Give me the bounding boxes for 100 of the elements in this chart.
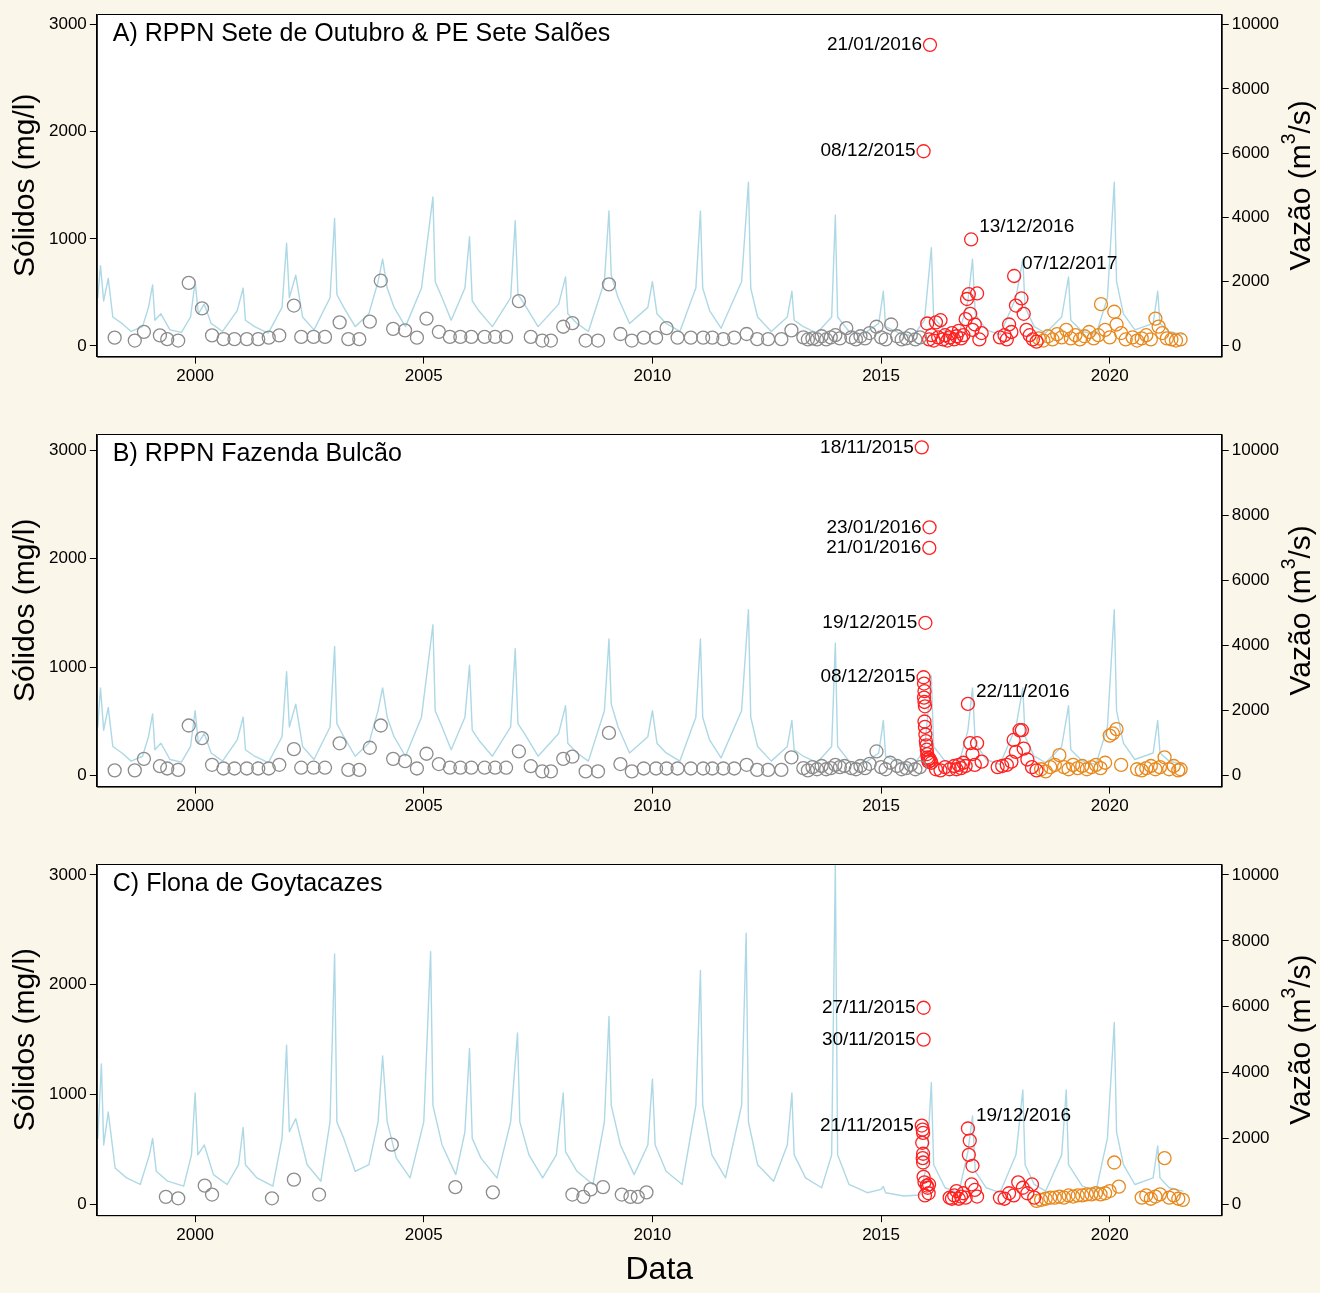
point	[1077, 329, 1092, 344]
point	[1004, 754, 1019, 769]
y2-tick-label: 0	[1231, 335, 1242, 355]
chart-title: C) Flona de Goytacazes	[112, 868, 383, 897]
point	[1125, 330, 1140, 345]
point	[1139, 761, 1154, 776]
point	[1081, 324, 1097, 340]
y2-tick-label: 6000	[1231, 996, 1270, 1016]
point	[963, 232, 979, 247]
point	[1014, 291, 1029, 306]
annotation: 21/11/2015	[820, 1113, 914, 1135]
point	[917, 699, 933, 714]
point	[1086, 331, 1101, 346]
point	[1049, 326, 1065, 342]
x-tick-label: 2020	[1090, 366, 1129, 386]
y-tick-label: 1000	[48, 228, 87, 248]
point	[956, 755, 971, 770]
y2-tick-label: 2000	[1231, 700, 1270, 720]
chart-title: B) RPPN Fazenda Bulcão	[112, 438, 402, 467]
y2-tick-label: 8000	[1231, 930, 1270, 950]
y-axis-title: Sólidos (mg/l)	[7, 947, 41, 1132]
annotation: 08/12/2015	[820, 665, 916, 687]
point	[1006, 268, 1022, 284]
point	[595, 1179, 611, 1195]
annotation: 22/11/2016	[975, 679, 1070, 701]
annotation: 21/01/2016	[826, 536, 922, 558]
point	[1063, 331, 1078, 346]
point	[1052, 747, 1067, 763]
point	[1152, 759, 1168, 775]
point	[933, 313, 948, 328]
point	[1068, 328, 1083, 343]
y-tick-label: 0	[77, 335, 87, 355]
point	[1047, 1190, 1062, 1205]
point	[1047, 757, 1062, 773]
point	[1070, 1188, 1085, 1203]
point	[917, 719, 933, 735]
point	[922, 37, 938, 52]
point	[1157, 750, 1172, 765]
point	[918, 615, 933, 630]
point	[623, 1189, 638, 1205]
point	[921, 1186, 936, 1201]
point	[1129, 333, 1145, 348]
point	[937, 759, 953, 775]
point	[1024, 1177, 1040, 1192]
point	[1059, 322, 1074, 337]
point	[974, 325, 989, 341]
point	[953, 761, 969, 776]
x-tick-label: 2015	[862, 1225, 900, 1245]
annotation: 19/12/2015	[822, 611, 918, 633]
point	[924, 328, 939, 343]
point	[614, 1187, 629, 1202]
point	[1079, 1187, 1094, 1202]
point	[1166, 758, 1181, 774]
point	[1056, 759, 1072, 775]
point	[961, 287, 976, 302]
point	[1148, 762, 1163, 777]
point	[967, 757, 982, 773]
point	[1001, 317, 1017, 332]
point	[928, 315, 944, 330]
point	[915, 1122, 930, 1137]
point	[917, 1188, 933, 1203]
point	[963, 736, 978, 751]
point	[1105, 726, 1121, 741]
y-tick-label: 2000	[48, 121, 87, 141]
point	[958, 311, 973, 327]
point	[1038, 764, 1053, 779]
point	[1015, 1180, 1030, 1195]
point	[1043, 759, 1058, 775]
x-tick-label: 2015	[862, 366, 900, 386]
point	[158, 1189, 174, 1205]
point	[1065, 757, 1081, 773]
point	[920, 746, 935, 762]
y-tick-label: 2000	[48, 548, 87, 568]
point	[286, 1172, 302, 1187]
point	[1072, 332, 1088, 347]
point	[995, 758, 1010, 774]
point	[942, 762, 957, 777]
y-tick-label: 0	[77, 765, 87, 785]
y2-tick-label: 2000	[1231, 1128, 1270, 1148]
point	[1033, 1192, 1049, 1207]
y-tick-label: 0	[77, 1193, 87, 1213]
point	[974, 754, 989, 769]
point	[919, 738, 934, 753]
point	[969, 286, 985, 301]
point	[935, 332, 950, 347]
point	[958, 1190, 973, 1205]
point	[448, 1179, 463, 1195]
point	[1088, 1186, 1104, 1201]
point	[1033, 762, 1049, 777]
y2-tick-label: 10000	[1231, 14, 1280, 34]
point	[1134, 763, 1149, 778]
annotation: 13/12/2016	[979, 215, 1075, 237]
point	[630, 1189, 645, 1205]
point	[1004, 324, 1019, 340]
point	[1001, 1186, 1017, 1201]
y2-tick-label: 10000	[1231, 439, 1280, 459]
point	[1129, 762, 1145, 777]
point	[922, 520, 937, 535]
point	[951, 323, 966, 339]
y-tick-label: 1000	[48, 656, 87, 676]
